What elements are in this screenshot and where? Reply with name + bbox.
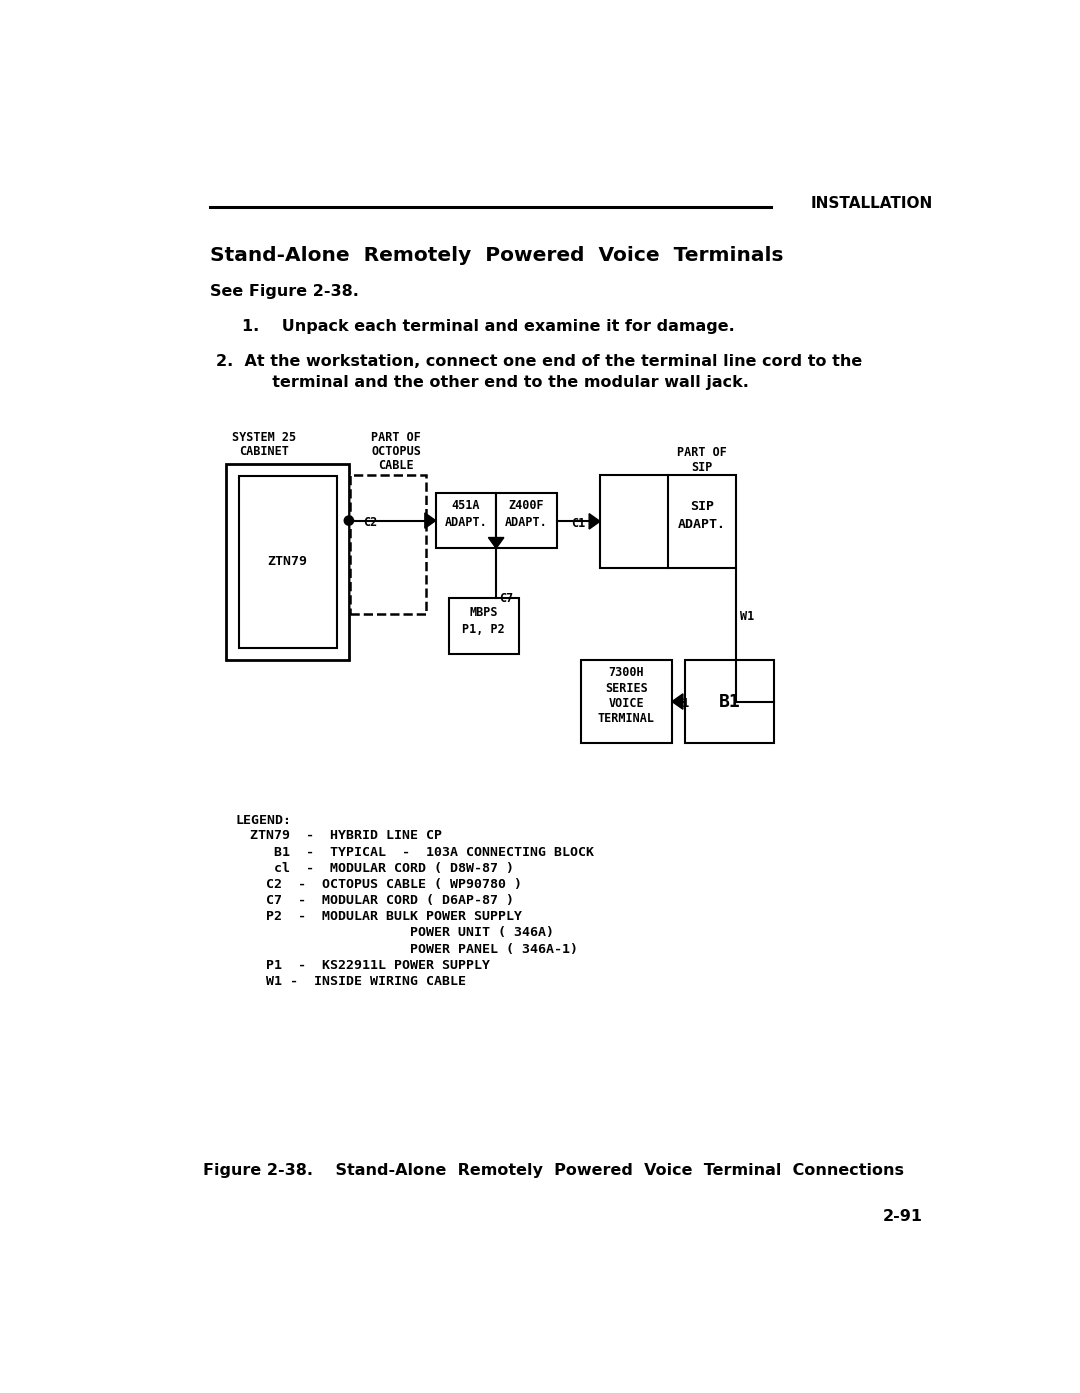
Text: MBPS: MBPS (470, 606, 498, 618)
Text: W1: W1 (740, 610, 754, 623)
Text: P1  -  KS22911L POWER SUPPLY: P1 - KS22911L POWER SUPPLY (249, 958, 489, 972)
Text: POWER UNIT ( 346A): POWER UNIT ( 346A) (249, 926, 554, 939)
Text: SIP: SIP (691, 461, 713, 474)
Polygon shape (590, 514, 600, 529)
Text: P1, P2: P1, P2 (462, 623, 505, 637)
Text: 2-91: 2-91 (882, 1209, 923, 1224)
Text: C7  -  MODULAR CORD ( D6AP-87 ): C7 - MODULAR CORD ( D6AP-87 ) (249, 894, 514, 907)
Text: Z400F: Z400F (509, 499, 544, 513)
Text: CABLE: CABLE (378, 458, 414, 472)
Text: cl  -  MODULAR CORD ( D8W-87 ): cl - MODULAR CORD ( D8W-87 ) (249, 862, 514, 875)
Bar (600, 475, 735, 567)
Text: P2  -  MODULAR BULK POWER SUPPLY: P2 - MODULAR BULK POWER SUPPLY (249, 910, 522, 924)
Polygon shape (488, 538, 504, 549)
Text: SIP: SIP (690, 500, 714, 513)
Text: POWER PANEL ( 346A-1): POWER PANEL ( 346A-1) (249, 943, 578, 956)
Text: TERMINAL: TERMINAL (598, 712, 654, 726)
Bar (685, 660, 774, 742)
Text: ZTN79  -  HYBRID LINE CP: ZTN79 - HYBRID LINE CP (249, 829, 442, 843)
Text: ADAPT.: ADAPT. (445, 515, 487, 529)
Text: SYSTEM 25: SYSTEM 25 (231, 432, 296, 444)
Text: PART OF: PART OF (677, 446, 727, 458)
Text: See Figure 2-38.: See Figure 2-38. (211, 284, 359, 299)
Polygon shape (424, 513, 435, 528)
Text: OCTOPUS: OCTOPUS (372, 446, 421, 458)
Text: Stand-Alone  Remotely  Powered  Voice  Terminals: Stand-Alone Remotely Powered Voice Termi… (211, 247, 784, 266)
Bar (350, 475, 427, 614)
Text: ADAPT.: ADAPT. (678, 518, 726, 531)
Text: Figure 2-38.    Stand-Alone  Remotely  Powered  Voice  Terminal  Connections: Figure 2-38. Stand-Alone Remotely Powere… (203, 1163, 904, 1177)
Text: PART OF: PART OF (372, 432, 421, 444)
Bar (581, 660, 672, 742)
Text: LEGEND:: LEGEND: (235, 814, 292, 827)
Text: terminal and the other end to the modular wall jack.: terminal and the other end to the modula… (216, 375, 750, 390)
Text: C2  -  OCTOPUS CABLE ( WP90780 ): C2 - OCTOPUS CABLE ( WP90780 ) (249, 878, 522, 892)
Text: 7300H: 7300H (608, 666, 644, 680)
Text: C2: C2 (363, 515, 377, 529)
Text: B1  -  TYPICAL  -  103A CONNECTING BLOCK: B1 - TYPICAL - 103A CONNECTING BLOCK (249, 846, 594, 858)
Text: W1 -  INSIDE WIRING CABLE: W1 - INSIDE WIRING CABLE (249, 975, 465, 988)
Text: B1: B1 (719, 692, 741, 710)
Text: C7: C7 (499, 592, 513, 605)
Text: 2.  At the workstation, connect one end of the terminal line cord to the: 2. At the workstation, connect one end o… (216, 354, 863, 369)
Text: 1.    Unpack each terminal and examine it for damage.: 1. Unpack each terminal and examine it f… (242, 319, 734, 334)
Bar (435, 493, 496, 549)
Text: 451A: 451A (451, 499, 481, 513)
Text: INSTALLATION: INSTALLATION (811, 196, 933, 212)
Bar (449, 599, 518, 653)
Text: ZTN79: ZTN79 (268, 556, 308, 568)
Bar (496, 493, 556, 549)
Polygon shape (672, 694, 683, 709)
Bar (239, 476, 337, 648)
Text: C1: C1 (675, 696, 689, 710)
Bar (227, 464, 349, 660)
Text: SERIES: SERIES (605, 681, 648, 695)
Text: CABINET: CABINET (239, 446, 288, 458)
Text: VOICE: VOICE (608, 696, 644, 710)
Text: C1: C1 (571, 517, 585, 529)
Text: ADAPT.: ADAPT. (505, 515, 548, 529)
Circle shape (345, 515, 353, 525)
